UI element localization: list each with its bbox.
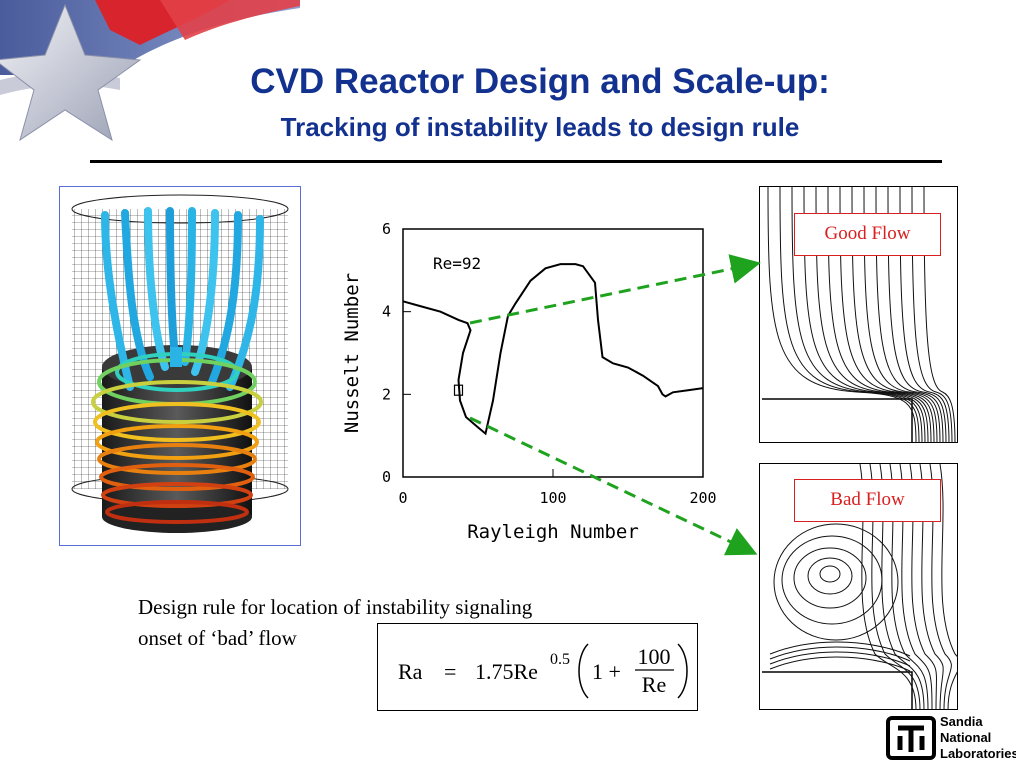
chart-annotation: Re=92 (433, 254, 481, 273)
slide-subtitle: Tracking of instability leads to design … (280, 112, 800, 142)
eq-lhs: Ra (398, 659, 423, 684)
description-line-2: onset of ‘bad’ flow (138, 626, 297, 650)
instability-marker (453, 384, 464, 396)
logo-line-3: Laboratories (940, 746, 1016, 761)
bad-flow-label: Bad Flow (794, 479, 941, 522)
title-divider (90, 160, 942, 163)
eq-right-paren (677, 643, 688, 699)
eq-equals: = (444, 659, 456, 684)
y-tick-label: 6 (382, 220, 391, 238)
x-axis-label: Rayleigh Number (467, 521, 639, 543)
description-line-1: Design rule for location of instability … (138, 595, 533, 619)
y-tick-label: 0 (382, 468, 391, 486)
y-axis-label: Nusselt Number (341, 273, 363, 433)
good-flow-panel (759, 186, 958, 444)
eq-coefficient: 1.75Re (475, 659, 538, 684)
x-tick-label: 100 (539, 489, 566, 507)
good-flow-label: Good Flow (794, 213, 941, 256)
eq-exponent: 0.5 (550, 651, 570, 668)
eq-one-plus: 1 + (592, 659, 621, 684)
sandia-logo: Sandia National Laboratories (886, 714, 1016, 761)
eq-denominator: Re (642, 672, 666, 697)
reactor-3d-image (59, 186, 301, 546)
flag-star-logo (0, 0, 300, 142)
nusselt-rayleigh-chart: 0 2 4 6 0 100 200 Re=92 Rayleigh Number Nusse… (341, 220, 717, 543)
slide-title: CVD Reactor Design and Scale-up: (250, 62, 830, 101)
x-tick-label: 200 (689, 489, 716, 507)
y-tick-label: 2 (382, 385, 391, 403)
series-line (402, 263, 704, 436)
logo-line-1: Sandia (940, 714, 983, 729)
eq-left-paren (578, 643, 589, 699)
y-tick-label: 4 (382, 303, 391, 321)
eq-numerator: 100 (638, 644, 671, 669)
design-rule-equation: Ra = 1.75Re 0.5 1 + 100 Re (377, 623, 698, 711)
design-rule-description: Design rule for location of instability … (138, 592, 698, 654)
x-tick-label: 0 (398, 489, 407, 507)
logo-line-2: National (940, 730, 991, 745)
